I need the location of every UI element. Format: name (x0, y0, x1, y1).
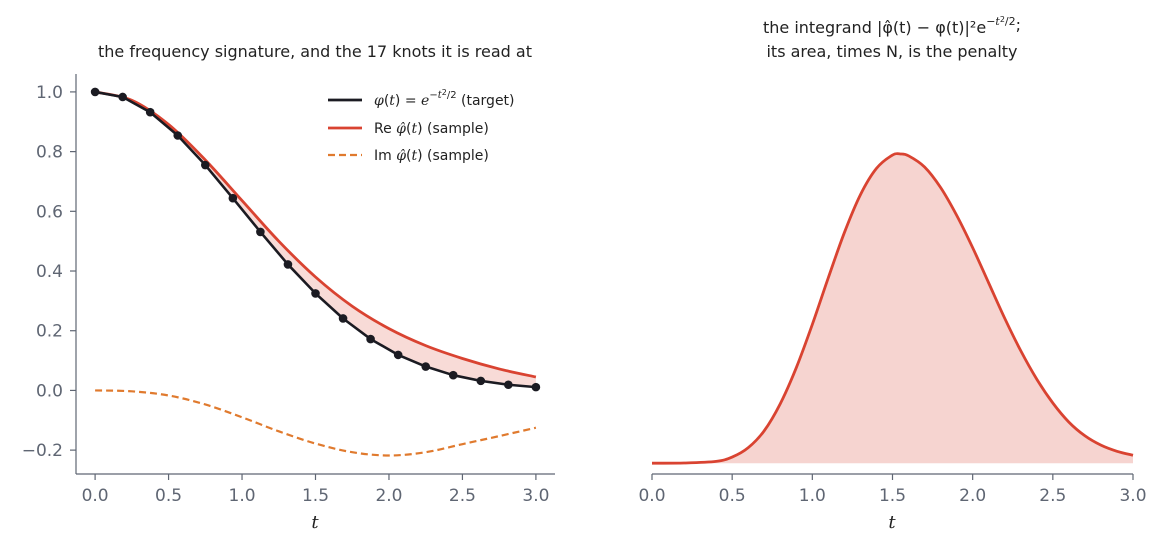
knot-marker (448, 370, 458, 380)
y-tick-label: 0.8 (36, 143, 63, 163)
left-x-axis-label: t (311, 512, 319, 533)
y-tick-label: −0.2 (22, 441, 63, 461)
series-line-real (94, 90, 537, 379)
knot-markers (90, 87, 541, 392)
x-tick-label: 1.5 (302, 486, 329, 506)
y-tick-label: 0.6 (36, 202, 63, 222)
knot-marker (118, 92, 127, 102)
x-tick-label: 0.0 (638, 486, 665, 506)
chart-right: the integrand |φ̂(t) − φ(t)|²e−t2/2; its… (638, 15, 1146, 533)
knot-marker (421, 362, 430, 371)
x-tick-label: 2.0 (959, 486, 986, 506)
y-tick-label: 0.4 (36, 262, 63, 282)
right-x-ticks: 0.0 0.5 1.0 1.5 2.0 2.5 3.0 (638, 474, 1147, 506)
integrand-line (651, 152, 1134, 465)
knot-marker (90, 87, 100, 97)
x-tick-label: 2.5 (449, 486, 476, 506)
knot-marker (476, 376, 486, 386)
x-tick-label: 0.0 (82, 486, 109, 506)
x-tick-label: 0.5 (719, 486, 746, 506)
legend: φ(t) = e−t2/2 (target) Re φ̂(t) (sample)… (328, 88, 515, 164)
integrand-area (652, 153, 1133, 464)
x-tick-label: 0.5 (155, 486, 182, 506)
left-y-ticks: −0.2 0.0 0.2 0.4 0.6 0.8 1.0 (22, 83, 76, 461)
x-tick-label: 1.0 (799, 486, 826, 506)
x-tick-label: 1.5 (879, 486, 906, 506)
knot-marker (393, 350, 403, 360)
knot-marker (311, 289, 320, 298)
left-x-ticks: 0.0 0.5 1.0 1.5 2.0 2.5 3.0 (82, 474, 549, 506)
legend-label-imag: Im φ̂(t) (sample) (374, 148, 489, 164)
x-tick-label: 3.0 (522, 486, 549, 506)
right-chart-title-line-1: the integrand |φ̂(t) − φ(t)|²e−t2/2; (763, 15, 1021, 37)
legend-label-target: φ(t) = e−t2/2 (target) (374, 88, 515, 109)
knot-marker (531, 382, 541, 392)
knot-marker (338, 314, 348, 323)
x-tick-label: 1.0 (229, 486, 256, 506)
left-chart-title: the frequency signature, and the 17 knot… (98, 42, 532, 61)
chart-left: the frequency signature, and the 17 knot… (22, 42, 555, 533)
right-x-axis-label: t (888, 512, 896, 533)
knot-marker (173, 131, 183, 140)
knot-marker (201, 160, 210, 170)
knot-marker (366, 334, 375, 344)
legend-label-real: Re φ̂(t) (sample) (374, 121, 489, 137)
x-tick-label: 2.0 (375, 486, 402, 506)
knot-marker (283, 260, 293, 269)
y-tick-label: 0.0 (36, 381, 63, 401)
knot-marker (145, 107, 155, 117)
series-line-imag (95, 389, 537, 457)
knot-marker (504, 380, 513, 390)
knot-marker (256, 227, 265, 237)
x-tick-label: 2.5 (1039, 486, 1066, 506)
y-tick-label: 1.0 (36, 83, 63, 103)
left-series-lines (94, 90, 537, 457)
right-chart-title-line-2: its area, times N, is the penalty (766, 42, 1017, 61)
knot-marker (228, 193, 238, 203)
x-tick-label: 3.0 (1119, 486, 1146, 506)
y-tick-label: 0.2 (36, 322, 63, 342)
